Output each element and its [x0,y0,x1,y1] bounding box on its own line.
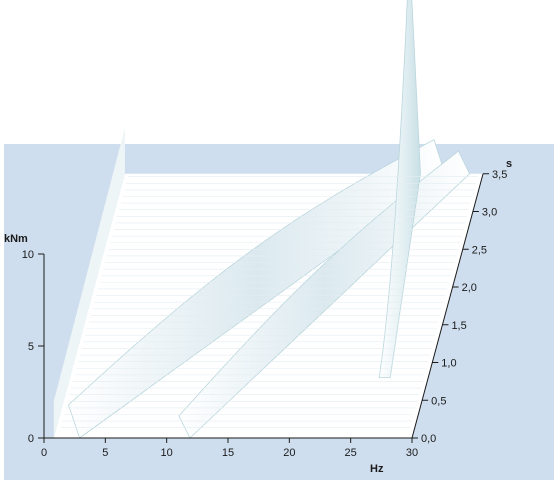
y-tick-label: 0,5 [431,395,446,407]
x-tick-label: 0 [41,447,47,459]
surface-left-wall [53,127,125,439]
x-tick-label: 15 [222,447,234,459]
x-axis-title: Hz [370,463,384,475]
z-tick-label: 0 [28,433,34,445]
x-tick-label: 20 [283,447,295,459]
surface-layer [53,0,484,439]
y-tick-label: 2,5 [472,244,487,256]
x-tick-label: 30 [406,447,418,459]
y-tick-label: 3,5 [492,169,507,181]
y-tick-label: 2,0 [462,282,477,294]
y-tick-label: 1,0 [441,358,456,370]
y-axis-title: s [506,158,512,170]
y-tick-label: 3,0 [482,207,497,219]
y-tick-label: 1,5 [451,320,466,332]
z-tick-label: 5 [28,341,34,353]
x-tick-label: 5 [102,447,108,459]
y-tick-label: 0,0 [421,433,436,445]
x-tick-label: 10 [161,447,173,459]
y-axis-line [411,173,484,439]
x-tick-label: 25 [345,447,357,459]
axes-layer: 0 5 10 15 20 25 30 0 5 10 0,0 0,5 1,0 1,5 2,0 2,5 3,0 3,5 [22,169,508,459]
z-tick-label: 10 [22,249,34,261]
z-axis-title: kNm [4,233,28,245]
